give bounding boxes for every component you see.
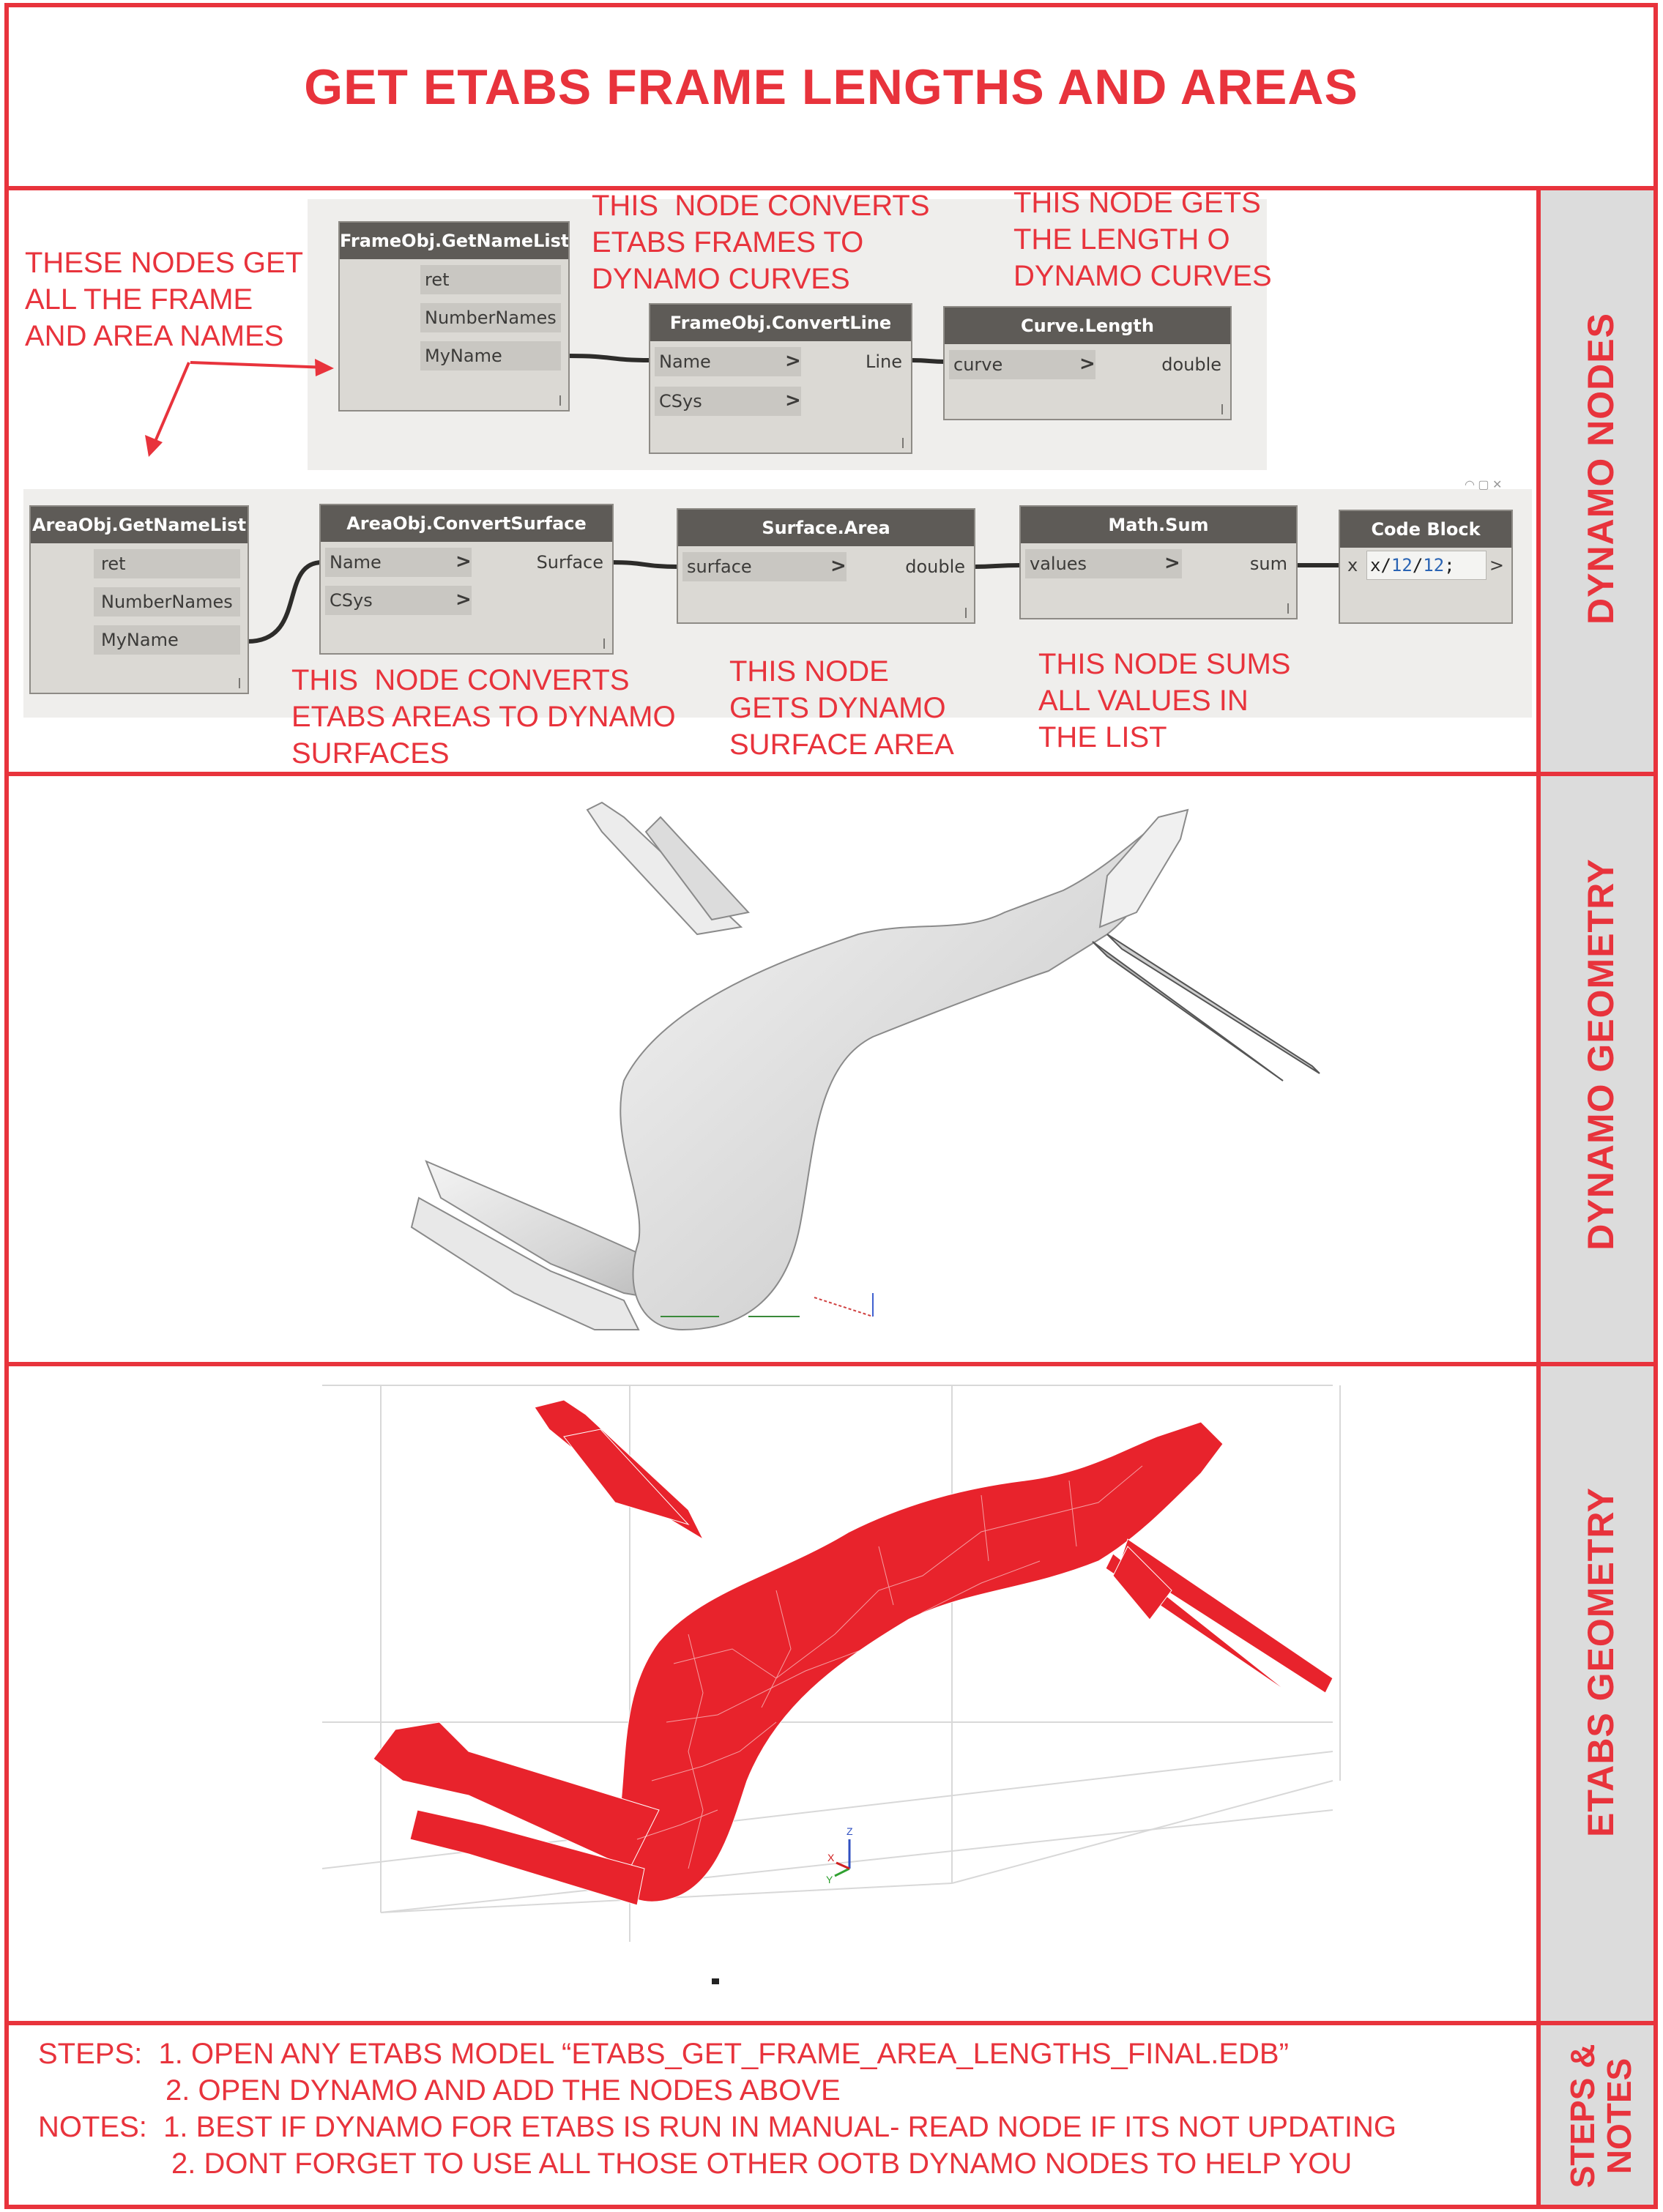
annotation-surface-area: THIS NODE GETS DYNAMO SURFACE AREA [729,655,954,761]
node-code-block[interactable]: Code Block x x/12/12; > [1339,510,1513,624]
output-port-double[interactable]: double [905,556,965,577]
output-port-number-names[interactable]: NumberNames [425,308,557,328]
node-math-sum[interactable]: Math.Sum values > sum [1019,505,1298,619]
input-port-surface[interactable]: surface [687,556,752,577]
annotation-sum-values: THIS NODE SUMS ALL VALUES IN THE LIST [1038,648,1291,753]
axis-label-y: Y [826,1874,833,1885]
output-port-ret[interactable]: ret [101,554,126,574]
node-title: FrameObj.ConvertLine [650,305,911,341]
annotation-convert-frames: THIS NODE CONVERTS ETABS FRAMES TO DYNAM… [592,190,930,295]
axis-label-x: X [827,1852,835,1863]
section-label-dynamo-geometry: DYNAMO GEOMETRY [1580,858,1621,1251]
step-2: 2. OPEN DYNAMO AND ADD THE NODES ABOVE [165,2074,841,2107]
code-prefix: x/ [1370,555,1391,576]
etabs-geometry-model: Z X Y [322,1385,1341,1984]
output-port-double[interactable]: double [1161,354,1221,375]
sidebar-divider [1536,186,1541,2209]
node-wires [145,354,1340,644]
code-semicolon: ; [1444,555,1455,576]
output-port-ret[interactable]: ret [425,269,450,290]
annotation-convert-areas: THIS NODE CONVERTS ETABS AREAS TO DYNAMO… [291,664,676,770]
chevron-right-icon: > [1079,353,1095,375]
sidebar-etabs-geometry [1541,1366,1653,2021]
node-title: AreaObj.ConvertSurface [321,505,612,542]
node-title: FrameObj.GetNameList [340,223,568,259]
output-port-line[interactable]: Line [865,351,902,372]
node-title: Curve.Length [945,308,1230,344]
chevron-right-icon: > [455,589,472,611]
node-surface-area[interactable]: Surface.Area surface > double [677,508,975,624]
section-label-etabs-geometry: ETABS GEOMETRY [1580,1487,1621,1837]
node-frame-convert-line[interactable]: FrameObj.ConvertLine Name > CSys > Line [649,303,912,454]
output-port-surface[interactable]: Surface [536,552,603,573]
step-1: STEPS: 1. OPEN ANY ETABS MODEL “ETABS_GE… [38,2038,1289,2070]
steps-label-line2: NOTES [1600,2058,1638,2175]
node-frame-get-name-list[interactable]: FrameObj.GetNameList ret NumberNames MyN… [338,221,570,412]
input-port-csys[interactable]: CSys [659,391,702,412]
input-port-curve[interactable]: curve [953,354,1003,375]
node-area-get-name-list[interactable]: AreaObj.GetNameList ret NumberNames MyNa… [29,505,249,694]
note-2: 2. DONT FORGET TO USE ALL THOSE OTHER OO… [171,2148,1353,2180]
sidebar-dynamo-geometry [1541,776,1653,1362]
node-title: Code Block [1340,511,1511,548]
node-title: Surface.Area [678,510,974,546]
note-1: NOTES: 1. BEST IF DYNAMO FOR ETABS IS RU… [38,2111,1397,2143]
steps-label-line1: STEPS & [1563,2044,1601,2189]
output-port-my-name[interactable]: MyName [101,630,179,650]
input-port-values[interactable]: values [1030,554,1087,574]
dynamo-geometry-model [410,801,1320,1331]
sidebar-dynamo-nodes [1541,190,1653,772]
output-port-my-name[interactable]: MyName [425,346,502,366]
chevron-right-icon: > [830,555,847,577]
code-number: 12 [1391,555,1413,576]
input-port-name[interactable]: Name [330,552,382,573]
code-number: 12 [1423,555,1445,576]
input-port-x[interactable]: x [1347,555,1358,576]
annotation-get-length: THIS NODE GETS THE LENGTH O DYNAMO CURVE… [1013,187,1272,292]
output-port-sum[interactable]: sum [1249,554,1287,574]
node-curve-length[interactable]: Curve.Length curve > double [943,306,1232,420]
page-title: GET ETABS FRAME LENGTHS AND AREAS [304,59,1358,115]
steps-notes-frame [4,2021,1658,2209]
node-title: AreaObj.GetNameList [31,507,248,543]
canvas-window-controls[interactable]: ◠ ▢ ✕ [1465,479,1503,491]
code-slash: / [1412,555,1424,576]
node-area-convert-surface[interactable]: AreaObj.ConvertSurface Name > CSys > Sur… [319,504,614,655]
output-port[interactable]: > [1489,555,1504,576]
axis-label-z: Z [847,1825,853,1837]
chevron-right-icon: > [785,390,801,412]
output-port-number-names[interactable]: NumberNames [101,592,233,612]
node-title: Math.Sum [1021,507,1296,543]
code-editor[interactable]: x/12/12; [1366,551,1487,580]
chevron-right-icon: > [455,551,472,573]
sidebar-steps-notes [1541,2025,1653,2205]
chevron-right-icon: > [785,350,801,372]
input-port-name[interactable]: Name [659,351,711,372]
chevron-right-icon: > [1164,552,1180,574]
input-port-csys[interactable]: CSys [330,590,373,611]
annotation-get-names: THESE NODES GET ALL THE FRAME AND AREA N… [25,247,304,352]
